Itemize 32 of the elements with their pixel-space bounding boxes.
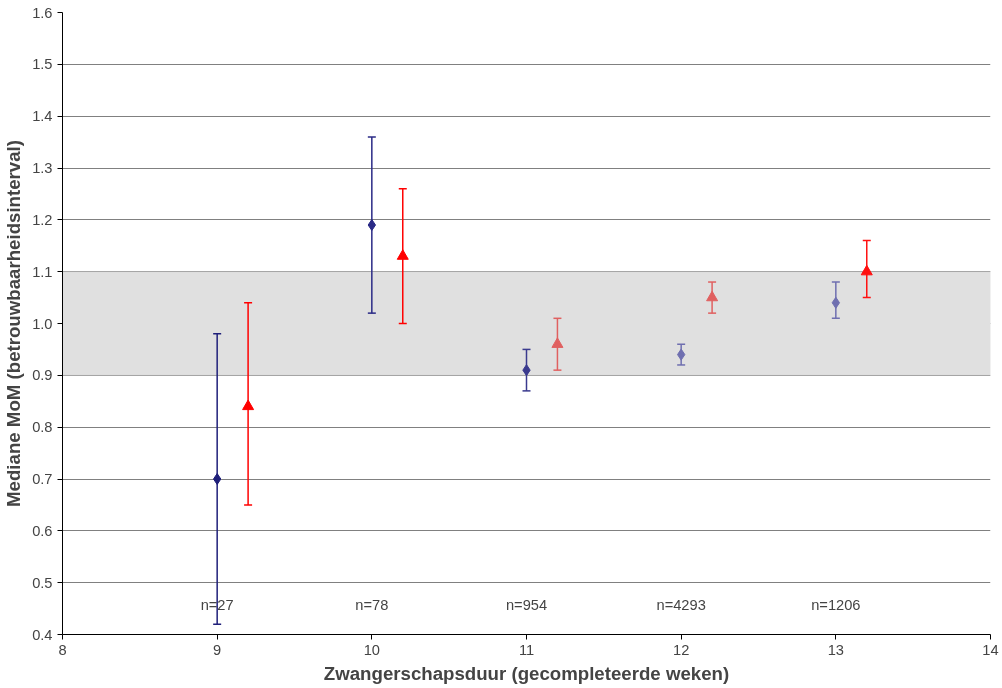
y-tick-label: 0.9 — [32, 367, 53, 384]
x-tick-label: 11 — [518, 641, 535, 658]
y-tick-label: 1.0 — [32, 315, 53, 332]
point — [860, 264, 873, 276]
y-axis-title: Mediane MoM (betrouwbaarheidsinterval) — [3, 140, 25, 507]
x-tick-label: 14 — [982, 641, 999, 658]
annotation: n=1206 — [811, 596, 861, 613]
annotation: n=4293 — [656, 596, 706, 613]
x-tick-label: 9 — [213, 641, 222, 658]
x-axis-title: Zwangerschapsduur (gecompleteerde weken) — [323, 662, 730, 684]
point — [706, 290, 719, 302]
x-tick-label: 13 — [827, 641, 844, 658]
y-tick-label: 0.6 — [32, 522, 53, 539]
x-tick-label: 12 — [673, 641, 690, 658]
annotation: n=78 — [355, 596, 389, 613]
y-tick-label: 1.6 — [32, 4, 53, 21]
x-tick-label: 8 — [58, 641, 67, 658]
y-tick-label: 0.5 — [32, 574, 53, 591]
y-tick-label: 0.4 — [32, 626, 53, 643]
y-tick-label: 0.8 — [32, 419, 53, 436]
y-tick-label: 1.2 — [32, 211, 53, 228]
x-tick-label: 10 — [363, 641, 380, 658]
point — [213, 473, 222, 485]
point — [396, 249, 409, 260]
y-tick-label: 1.4 — [32, 108, 53, 125]
y-tick-label: 1.1 — [32, 263, 53, 280]
y-tick-label: 1.3 — [32, 160, 53, 176]
point — [242, 399, 255, 411]
y-tick-label: 1.5 — [32, 56, 53, 73]
y-tick-label: 0.7 — [32, 471, 53, 487]
point — [551, 337, 564, 348]
annotation: n=954 — [505, 596, 548, 613]
